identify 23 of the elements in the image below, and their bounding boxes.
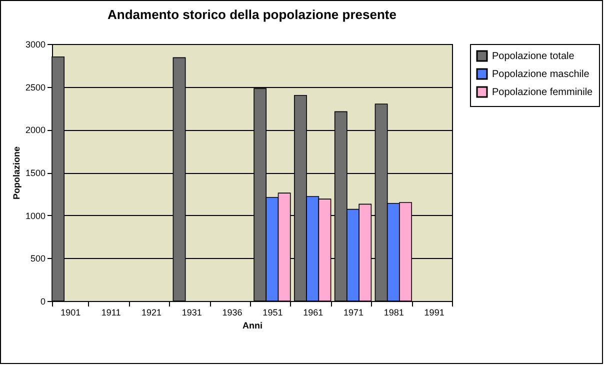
- chart-title: Andamento storico della popolazione presente: [108, 7, 396, 22]
- x-tick-label: 1981: [384, 308, 404, 318]
- x-axis-title: Anni: [242, 320, 262, 330]
- y-tick-label: 1000: [25, 210, 46, 221]
- legend-label: Popolazione totale: [492, 51, 575, 62]
- y-axis-title: Popolazione: [11, 146, 22, 200]
- y-tick-label: 500: [30, 254, 46, 264]
- x-tick-label: 1971: [343, 308, 364, 318]
- x-tick-label: 1901: [60, 308, 81, 318]
- x-tick-label: 1921: [141, 308, 162, 318]
- legend-label: Popolazione femminile: [492, 87, 594, 98]
- y-tick-label: 2000: [25, 125, 46, 136]
- legend-label: Popolazione maschile: [492, 69, 590, 80]
- x-tick-label: 1931: [182, 308, 202, 318]
- x-tick-label: 1951: [262, 308, 283, 318]
- y-tick-label: 3000: [25, 40, 46, 50]
- y-tick-label: 1500: [25, 168, 46, 178]
- y-tick-label: 0: [40, 296, 46, 306]
- x-tick-label: 1936: [222, 308, 242, 318]
- y-tick-label: 2500: [25, 82, 46, 92]
- x-tick-label: 1961: [303, 308, 324, 318]
- x-tick-label: 1991: [424, 308, 444, 318]
- x-tick-label: 1911: [101, 308, 121, 318]
